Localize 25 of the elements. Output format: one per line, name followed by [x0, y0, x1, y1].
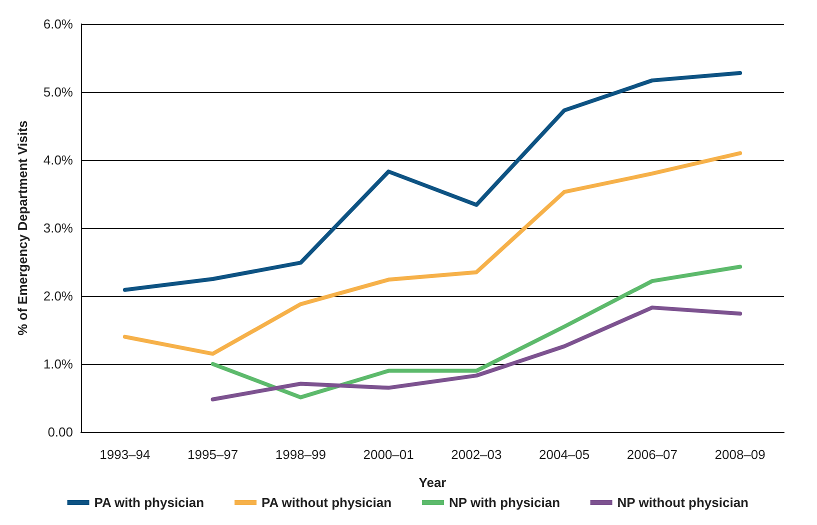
- y-tick-label: 5.0%: [43, 84, 74, 100]
- x-tick-label: 2006–07: [626, 447, 678, 462]
- legend-label: PA without physician: [262, 495, 392, 510]
- x-tick-label: 1993–94: [100, 447, 150, 462]
- x-tick-label: 1998–99: [275, 447, 326, 462]
- y-tick-label: 2.0%: [43, 288, 74, 304]
- x-tick-label: 2004–05: [539, 447, 590, 462]
- y-tick-label: 3.0%: [43, 220, 74, 236]
- x-tick-label: 2002–03: [451, 447, 502, 462]
- line-series: [122, 70, 742, 292]
- y-tick-label: 1.0%: [43, 356, 74, 372]
- y-tick-label: 4.0%: [43, 152, 74, 168]
- y-tick-label: 6.0%: [43, 16, 74, 32]
- x-tick-label: 2000–01: [363, 447, 414, 462]
- x-tick-label: 2008–09: [714, 447, 766, 462]
- x-tick-label: 1995–97: [188, 447, 238, 462]
- legend-label: PA with physician: [94, 495, 204, 510]
- line-series: [210, 306, 742, 402]
- line-series: [122, 151, 742, 356]
- y-axis-title: % of Emergency Department Visits: [15, 120, 30, 336]
- x-axis-title: Year: [418, 475, 446, 490]
- y-tick-label: 0.00: [48, 424, 73, 440]
- line-series: [210, 264, 742, 400]
- legend-label: NP with physician: [449, 495, 560, 510]
- legend-label: NP without physician: [617, 495, 749, 510]
